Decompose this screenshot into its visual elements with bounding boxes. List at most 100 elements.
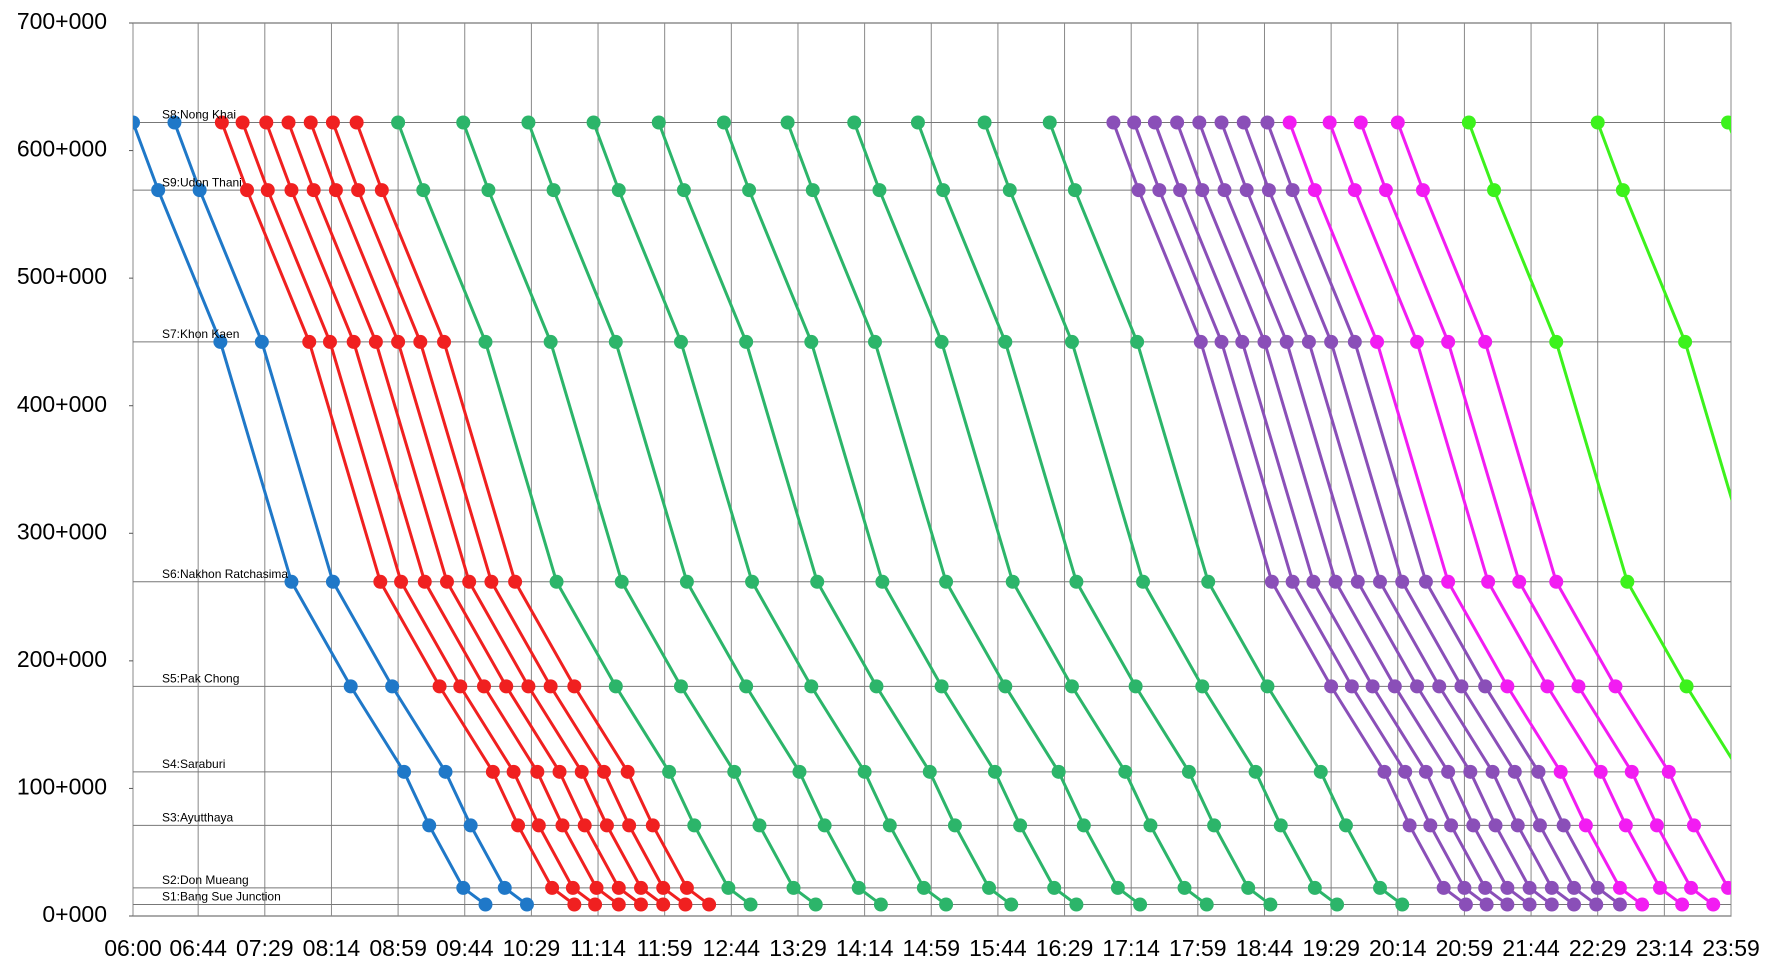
stop-marker: [656, 897, 671, 912]
stop-marker: [254, 334, 269, 349]
stop-marker: [1263, 897, 1278, 912]
stop-marker: [511, 818, 526, 833]
stop-marker: [394, 574, 409, 589]
stop-marker: [1549, 334, 1564, 349]
stop-marker: [1106, 115, 1121, 130]
stop-marker: [998, 334, 1013, 349]
x-tick-label: 20:59: [1436, 935, 1494, 961]
stop-marker: [1593, 764, 1608, 779]
stop-marker: [343, 679, 358, 694]
stop-marker: [1410, 334, 1425, 349]
stop-marker: [1522, 880, 1537, 895]
stop-marker: [1512, 574, 1527, 589]
stop-marker: [1264, 574, 1279, 589]
stop-marker: [349, 115, 364, 130]
stop-marker: [485, 764, 500, 779]
stop-marker: [1377, 764, 1392, 779]
stop-marker: [1257, 334, 1272, 349]
y-tick-label: 500+000: [17, 263, 107, 289]
stop-marker: [151, 183, 166, 198]
stop-marker: [530, 764, 545, 779]
stop-marker: [882, 818, 897, 833]
stop-marker: [422, 818, 437, 833]
stop-marker: [599, 818, 614, 833]
stop-marker: [1402, 818, 1417, 833]
stop-marker: [284, 183, 299, 198]
stop-marker: [463, 818, 478, 833]
stop-marker: [1143, 818, 1158, 833]
stop-marker: [875, 574, 890, 589]
stop-marker: [608, 679, 623, 694]
x-tick-label: 06:44: [169, 935, 227, 961]
station-label: S5:Pak Chong: [162, 672, 239, 686]
stop-marker: [588, 897, 603, 912]
stop-marker: [939, 574, 954, 589]
stop-marker: [1069, 897, 1084, 912]
stop-marker: [351, 183, 366, 198]
station-label: S2:Don Mueang: [162, 873, 249, 887]
stop-marker: [1441, 334, 1456, 349]
stop-marker: [1441, 764, 1456, 779]
x-tick-label: 09:44: [436, 935, 494, 961]
stop-marker: [1758, 818, 1765, 832]
stop-marker: [1330, 897, 1345, 912]
stop-marker: [1110, 880, 1125, 895]
stop-marker: [611, 183, 626, 198]
stop-marker: [484, 574, 499, 589]
x-tick-label: 11:14: [570, 935, 626, 961]
stop-marker: [804, 334, 819, 349]
stop-marker: [678, 897, 693, 912]
stop-marker: [1544, 897, 1559, 912]
stop-marker: [1005, 574, 1020, 589]
stop-marker: [1589, 897, 1604, 912]
stop-marker: [1195, 679, 1210, 694]
stop-marker: [608, 334, 623, 349]
stop-marker: [1510, 818, 1525, 833]
x-tick-label: 12:44: [703, 935, 761, 961]
stop-marker: [934, 679, 949, 694]
stop-marker: [752, 818, 767, 833]
station-label: S3:Ayutthaya: [162, 811, 233, 825]
stop-marker: [497, 880, 512, 895]
stop-marker: [702, 897, 717, 912]
stop-marker: [651, 115, 666, 130]
stop-marker: [1395, 897, 1410, 912]
stop-marker: [727, 764, 742, 779]
x-tick-label: 20:14: [1369, 935, 1427, 961]
stop-marker: [1522, 897, 1537, 912]
stop-marker: [934, 334, 949, 349]
stop-marker: [1544, 880, 1559, 895]
stop-marker: [939, 897, 954, 912]
station-label: S7:Khon Kaen: [162, 327, 239, 341]
train-path: [1726, 121, 1731, 135]
stop-marker: [1481, 574, 1496, 589]
stop-marker: [721, 880, 736, 895]
train-path: [657, 121, 1013, 906]
stop-marker: [810, 574, 825, 589]
stop-marker: [1415, 183, 1430, 198]
stop-marker: [1307, 880, 1322, 895]
stop-marker: [1373, 574, 1388, 589]
stop-marker: [439, 574, 454, 589]
station-label: S6:Nakhon Ratchasima: [162, 567, 288, 581]
stop-marker: [1398, 764, 1413, 779]
stop-marker: [1378, 183, 1393, 198]
stop-marker: [1567, 897, 1582, 912]
stop-marker: [1127, 115, 1142, 130]
train-path: [983, 121, 1338, 906]
stop-marker: [521, 115, 536, 130]
stop-marker: [1649, 818, 1664, 833]
stop-marker: [1069, 574, 1084, 589]
stop-marker: [545, 880, 560, 895]
y-tick-label: 300+000: [17, 518, 107, 544]
stop-marker: [1353, 115, 1368, 130]
stop-marker: [1195, 183, 1210, 198]
stop-marker: [1721, 880, 1731, 895]
stop-marker: [780, 115, 795, 130]
stop-marker: [325, 574, 340, 589]
stop-marker: [1350, 574, 1365, 589]
stop-marker: [1612, 880, 1627, 895]
stop-marker: [1370, 334, 1385, 349]
stop-marker: [998, 679, 1013, 694]
stop-marker: [1173, 183, 1188, 198]
